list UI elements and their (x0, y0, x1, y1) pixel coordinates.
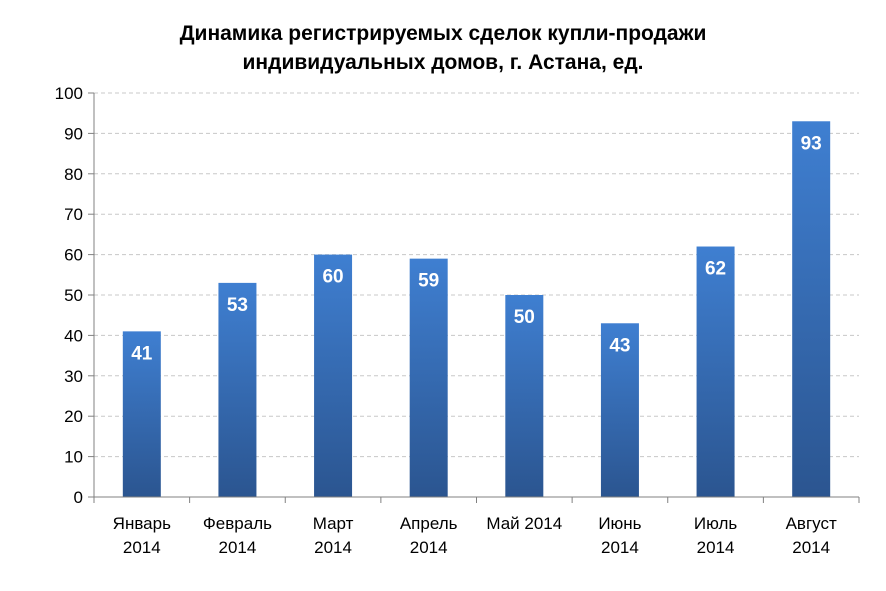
bar (314, 254, 353, 497)
y-tick-label: 70 (64, 205, 83, 224)
x-tick-label-line: 2014 (219, 538, 257, 557)
data-label: 53 (227, 295, 248, 316)
x-tick-label-line: 2014 (123, 538, 161, 557)
y-tick-label: 40 (64, 326, 83, 345)
x-tick-label: Февраль 2014 (203, 514, 272, 557)
x-tick-label: Январь 2014 (113, 514, 171, 557)
data-label: 93 (801, 133, 822, 154)
bar (218, 282, 257, 497)
chart-title-line-1: Динамика регистрируемых сделок купли-про… (180, 22, 707, 45)
y-tick-label: 60 (64, 246, 83, 265)
axes (88, 92, 860, 503)
x-tick-label-line: 2014 (410, 538, 448, 557)
x-tick-label-line: 2014 (792, 538, 830, 557)
chart-title: Динамика регистрируемых сделок купли-про… (180, 22, 707, 74)
chart-title-line-2: индивидуальных домов, г. Астана, ед. (243, 51, 644, 74)
bar (696, 246, 735, 497)
data-label: 59 (418, 271, 439, 292)
x-tick-label: Июнь 2014 (598, 514, 641, 557)
y-tick-label: 20 (64, 407, 83, 426)
x-tick-label: Март 2014 (313, 514, 354, 557)
gridlines (94, 92, 859, 458)
bars (122, 121, 831, 497)
y-tick-label: 10 (64, 448, 83, 467)
x-tick-label-line: 2014 (314, 538, 352, 557)
y-tick-label: 100 (55, 84, 83, 103)
x-tick-label-line: Февраль (203, 514, 272, 533)
y-tick-label: 0 (74, 488, 83, 507)
x-tick-label-line: Январь (113, 514, 171, 533)
x-tick-label: Июль 2014 (694, 514, 738, 557)
x-tick-label-line: Май 2014 (486, 514, 562, 533)
x-tick-label: Май 2014 (486, 514, 562, 533)
y-axis-ticks: 0 10 20 30 40 50 60 70 80 90 100 (55, 84, 83, 507)
data-labels: 41 53 60 59 50 43 62 93 (131, 133, 822, 364)
y-tick-label: 50 (64, 286, 83, 305)
data-label: 60 (322, 267, 343, 288)
y-tick-label: 80 (64, 165, 83, 184)
bar (600, 323, 639, 497)
bar (409, 258, 448, 497)
x-tick-label-line: Апрель (400, 514, 458, 533)
x-tick-label: Август 2014 (786, 514, 837, 557)
x-tick-label-line: Март (313, 514, 354, 533)
y-tick-label: 30 (64, 367, 83, 386)
data-label: 62 (705, 259, 726, 280)
data-label: 41 (131, 343, 153, 364)
bar (122, 331, 161, 497)
x-tick-label-line: 2014 (697, 538, 735, 557)
x-tick-label-line: 2014 (601, 538, 639, 557)
x-tick-label: Апрель 2014 (400, 514, 458, 557)
bar (792, 121, 831, 497)
x-tick-label-line: Август (786, 514, 837, 533)
x-tick-label-line: Июнь (598, 514, 641, 533)
data-label: 43 (609, 335, 630, 356)
bar (505, 295, 544, 497)
y-tick-label: 90 (64, 124, 83, 143)
data-label: 50 (514, 307, 535, 328)
x-tick-label-line: Июль (694, 514, 738, 533)
